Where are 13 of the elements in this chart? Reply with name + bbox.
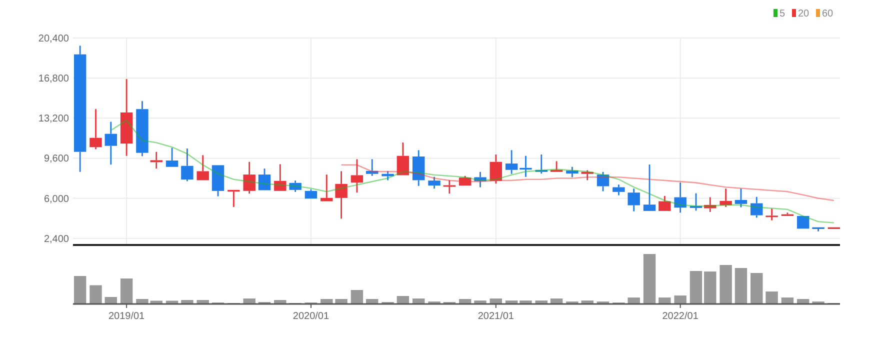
x-tick-label: 2022/01	[662, 311, 699, 322]
y-tick-label: 2,400	[44, 234, 70, 245]
y-tick-label: 9,600	[44, 154, 70, 165]
x-tick-label: 2021/01	[478, 311, 514, 322]
legend-label: 60	[822, 8, 834, 20]
x-tick-label: 2020/01	[292, 311, 330, 322]
y-tick-label: 6,000	[44, 194, 70, 205]
legend-label: 5	[780, 8, 786, 20]
y-tick-label: 20,400	[38, 34, 70, 44]
x-tick-label: 2019/01	[108, 311, 146, 322]
y-tick-label: 13,200	[38, 114, 70, 125]
y-tick-label: 16,800	[38, 74, 70, 85]
legend-label: 20	[798, 8, 810, 20]
